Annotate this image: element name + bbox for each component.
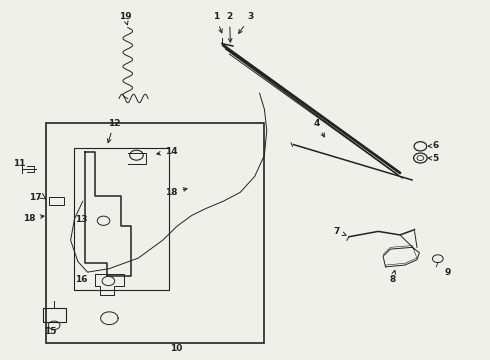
Text: 15: 15	[44, 327, 56, 336]
Text: 4: 4	[314, 119, 324, 137]
Text: 3: 3	[239, 13, 254, 33]
Text: 12: 12	[107, 119, 121, 143]
Text: 2: 2	[226, 13, 233, 42]
Text: 6: 6	[428, 141, 439, 150]
Text: 9: 9	[444, 268, 451, 277]
Text: 10: 10	[170, 344, 182, 353]
Text: 7: 7	[334, 227, 346, 236]
Text: 14: 14	[157, 147, 178, 156]
Text: 18: 18	[23, 214, 44, 223]
Text: 17: 17	[29, 193, 42, 202]
Text: 8: 8	[389, 270, 395, 284]
Text: 5: 5	[428, 154, 439, 163]
Text: 16: 16	[74, 275, 87, 284]
Text: 13: 13	[74, 215, 87, 224]
Text: 19: 19	[119, 13, 131, 25]
Text: 11: 11	[13, 159, 26, 168]
Text: 18: 18	[165, 188, 187, 197]
Text: 1: 1	[213, 13, 222, 33]
